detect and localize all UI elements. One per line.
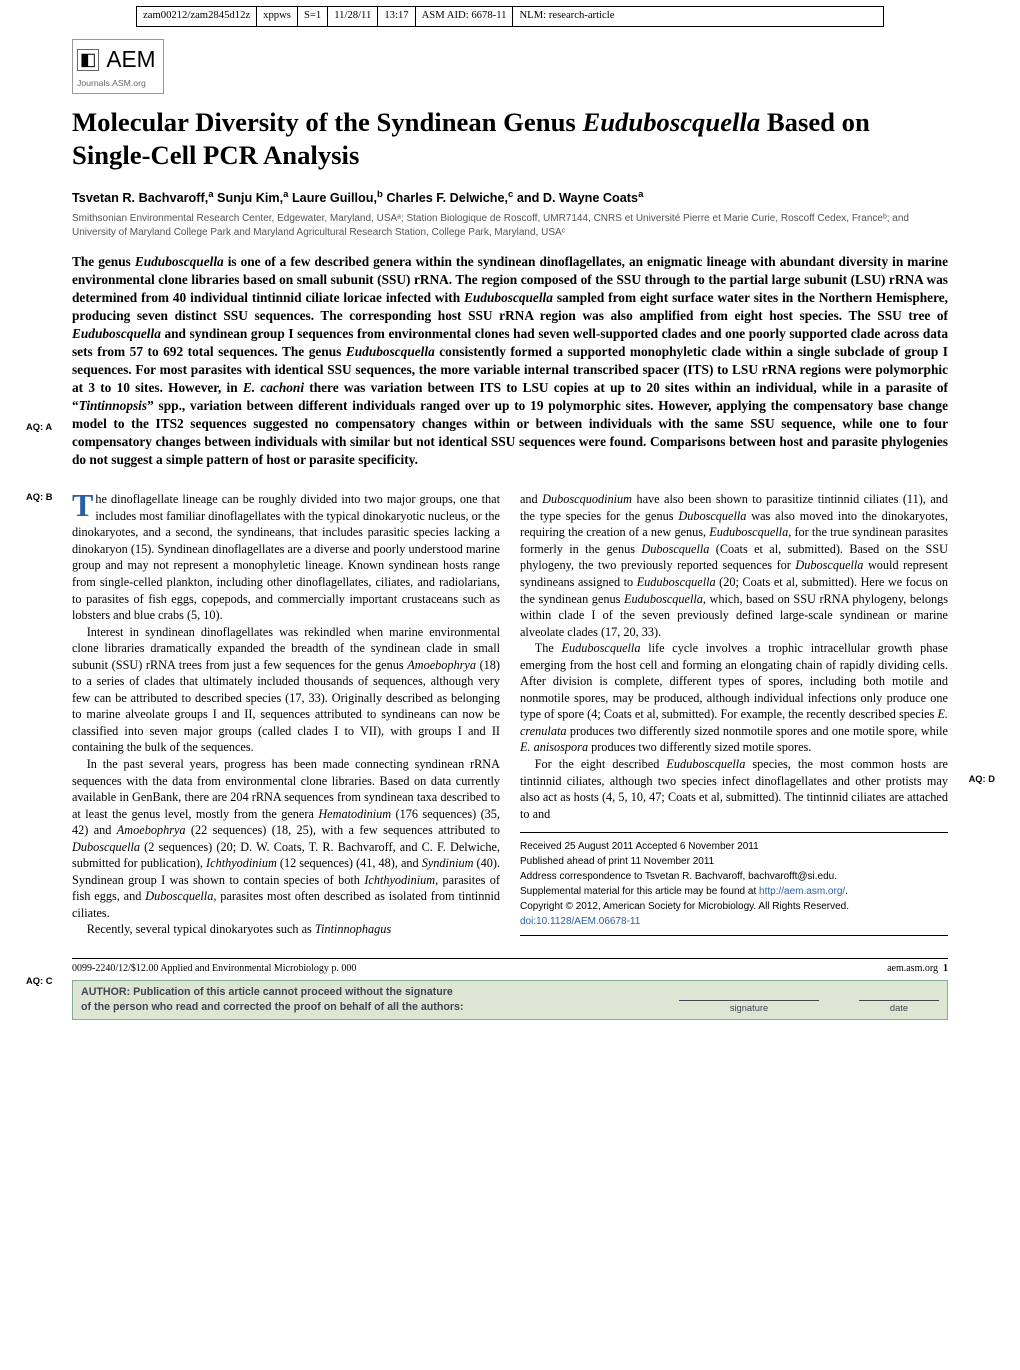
info-copyright: Copyright © 2012, American Society for M… — [520, 899, 948, 914]
author-query-b: AQ: B — [26, 491, 52, 504]
author-query-c: AQ: C — [26, 975, 52, 988]
proof-header-bar: zam00212/zam2845d12z xppws S=1 11/28/11 … — [136, 6, 884, 27]
header-cell: zam00212/zam2845d12z — [137, 7, 257, 26]
title-pre: Molecular Diversity of the Syndinean Gen… — [72, 107, 582, 137]
footer-right: aem.asm.org 1 — [887, 962, 948, 976]
info-correspondence: Address correspondence to Tsvetan R. Bac… — [520, 869, 948, 884]
journal-logo: ◧ AEM Journals.ASM.org — [72, 39, 164, 94]
info-supplemental-text: Supplemental material for this article m… — [520, 886, 759, 897]
title-genus: Euduboscquella — [582, 107, 760, 137]
sig-line-1: AUTHOR: Publication of this article cann… — [81, 985, 463, 1000]
aem-logo-subtext: Journals.ASM.org — [77, 77, 155, 89]
signature-instruction: AUTHOR: Publication of this article cann… — [81, 985, 463, 1015]
body-two-column: AQ: B AQ: C AQ: D The dinoflagellate lin… — [72, 491, 948, 938]
aem-logo-icon: ◧ — [77, 49, 99, 71]
author-query-d: AQ: D — [969, 773, 995, 786]
author-query-a: AQ: A — [26, 421, 52, 434]
page-footer: 0099-2240/12/$12.00 Applied and Environm… — [0, 958, 1020, 976]
body-paragraph: and Duboscquodinium have also been shown… — [520, 491, 948, 640]
body-paragraph: Recently, several typical dinokaryotes s… — [72, 921, 500, 938]
header-cell: ASM AID: 6678-11 — [416, 7, 514, 26]
footer-left: 0099-2240/12/$12.00 Applied and Environm… — [72, 962, 356, 976]
article-info-box: Received 25 August 2011 Accepted 6 Novem… — [520, 832, 948, 936]
date-slot[interactable]: date — [859, 1000, 939, 1015]
header-cell: 11/28/11 — [328, 7, 378, 26]
info-received: Received 25 August 2011 Accepted 6 Novem… — [520, 839, 948, 854]
info-doi-link[interactable]: doi:10.1128/AEM.06678-11 — [520, 916, 640, 927]
article-title: Molecular Diversity of the Syndinean Gen… — [72, 106, 948, 173]
body-paragraph: Interest in syndinean dinoflagellates wa… — [72, 624, 500, 756]
header-cell: S=1 — [298, 7, 328, 26]
body-paragraph: In the past several years, progress has … — [72, 756, 500, 921]
affiliations: Smithsonian Environmental Research Cente… — [72, 212, 948, 239]
header-cell: xppws — [257, 7, 298, 26]
info-supplemental-link[interactable]: http://aem.asm.org/ — [759, 886, 845, 897]
author-list: Tsvetan R. Bachvaroff,a Sunju Kim,a Laur… — [72, 188, 948, 208]
abstract-text: The genus Euduboscquella is one of a few… — [72, 254, 948, 467]
footer-page-number: 1 — [943, 963, 948, 974]
footer-url: aem.asm.org — [887, 963, 938, 974]
info-supplemental: Supplemental material for this article m… — [520, 884, 948, 899]
body-paragraph: The dinoflagellate lineage can be roughl… — [72, 491, 500, 623]
body-paragraph: The Euduboscquella life cycle involves a… — [520, 640, 948, 756]
signature-box: AUTHOR: Publication of this article cann… — [72, 980, 948, 1020]
body-paragraph: For the eight described Euduboscquella s… — [520, 756, 948, 822]
abstract: AQ: A The genus Euduboscquella is one of… — [72, 253, 948, 469]
sig-line-2: of the person who read and corrected the… — [81, 1000, 463, 1015]
aem-logo-text: AEM — [106, 46, 155, 72]
header-cell: NLM: research-article — [513, 7, 620, 26]
header-cell: 13:17 — [378, 7, 415, 26]
info-published: Published ahead of print 11 November 201… — [520, 854, 948, 869]
signature-slot[interactable]: signature — [679, 1000, 819, 1015]
